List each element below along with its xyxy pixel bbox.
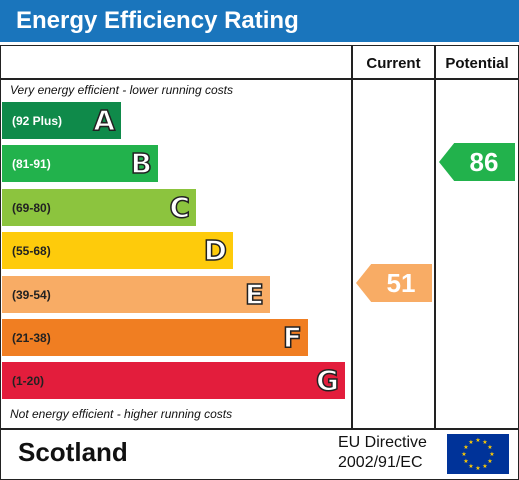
current-rating-value: 51 <box>386 267 416 298</box>
band-letter: D <box>203 233 228 268</box>
potential-rating-value: 86 <box>469 146 499 177</box>
svg-text:★: ★ <box>489 451 494 458</box>
svg-text:★: ★ <box>482 439 487 446</box>
efficient-note: Very energy efficient - lower running co… <box>10 83 233 97</box>
band-c: (69-80) C <box>2 189 196 226</box>
inefficient-note: Not energy efficient - higher running co… <box>10 407 233 421</box>
potential-rating-arrow: 86 <box>439 143 515 181</box>
band-range: (92 Plus) <box>12 113 63 128</box>
directive-line-2: 2002/91/EC <box>338 454 423 471</box>
band-range: (55-68) <box>12 243 51 258</box>
eu-flag-icon: ★ ★ ★ ★ ★ ★ ★ ★ ★ ★ ★ ★ <box>447 434 509 474</box>
footer-divider <box>0 428 519 430</box>
potential-column-header: Potential <box>445 54 509 72</box>
svg-text:★: ★ <box>461 451 466 458</box>
band-range: (69-80) <box>12 200 51 215</box>
band-d: (55-68) D <box>2 232 233 269</box>
svg-text:★: ★ <box>463 444 468 451</box>
svg-text:★: ★ <box>487 458 492 465</box>
eu-stars-icon: ★ ★★ ★★★ ★★★ ★★★ <box>461 437 494 472</box>
band-range: (1-20) <box>12 373 45 388</box>
svg-text:★: ★ <box>463 458 468 465</box>
band-letter: A <box>93 103 116 138</box>
svg-text:★: ★ <box>475 437 480 444</box>
band-letter: G <box>315 363 339 398</box>
band-letter: B <box>130 146 153 181</box>
chart-title: Energy Efficiency Rating <box>0 0 519 42</box>
current-column-divider <box>351 45 353 428</box>
current-rating-arrow: 51 <box>356 264 432 302</box>
svg-text:★: ★ <box>487 444 492 451</box>
band-range: (21-38) <box>12 330 51 345</box>
band-e: (39-54) E <box>2 276 270 313</box>
svg-text:★: ★ <box>482 463 487 470</box>
band-range: (81-91) <box>12 156 51 171</box>
svg-text:★: ★ <box>475 465 480 472</box>
band-letter: F <box>282 320 303 355</box>
band-letter: C <box>169 190 191 225</box>
band-b: (81-91) B <box>2 145 158 182</box>
eu-directive: EU Directive 2002/91/EC <box>338 433 427 473</box>
band-g: (1-20) G <box>2 362 345 399</box>
column-header-divider <box>0 78 519 80</box>
band-a: (92 Plus) A <box>2 102 121 139</box>
band-letter: E <box>244 277 265 312</box>
band-f: (21-38) F <box>2 319 308 356</box>
current-column-header: Current <box>366 54 421 72</box>
directive-line-1: EU Directive <box>338 434 427 451</box>
svg-text:★: ★ <box>468 439 473 446</box>
band-range: (39-54) <box>12 287 51 302</box>
region-label: Scotland <box>18 437 128 467</box>
svg-text:★: ★ <box>468 463 473 470</box>
potential-column-divider <box>434 45 436 428</box>
